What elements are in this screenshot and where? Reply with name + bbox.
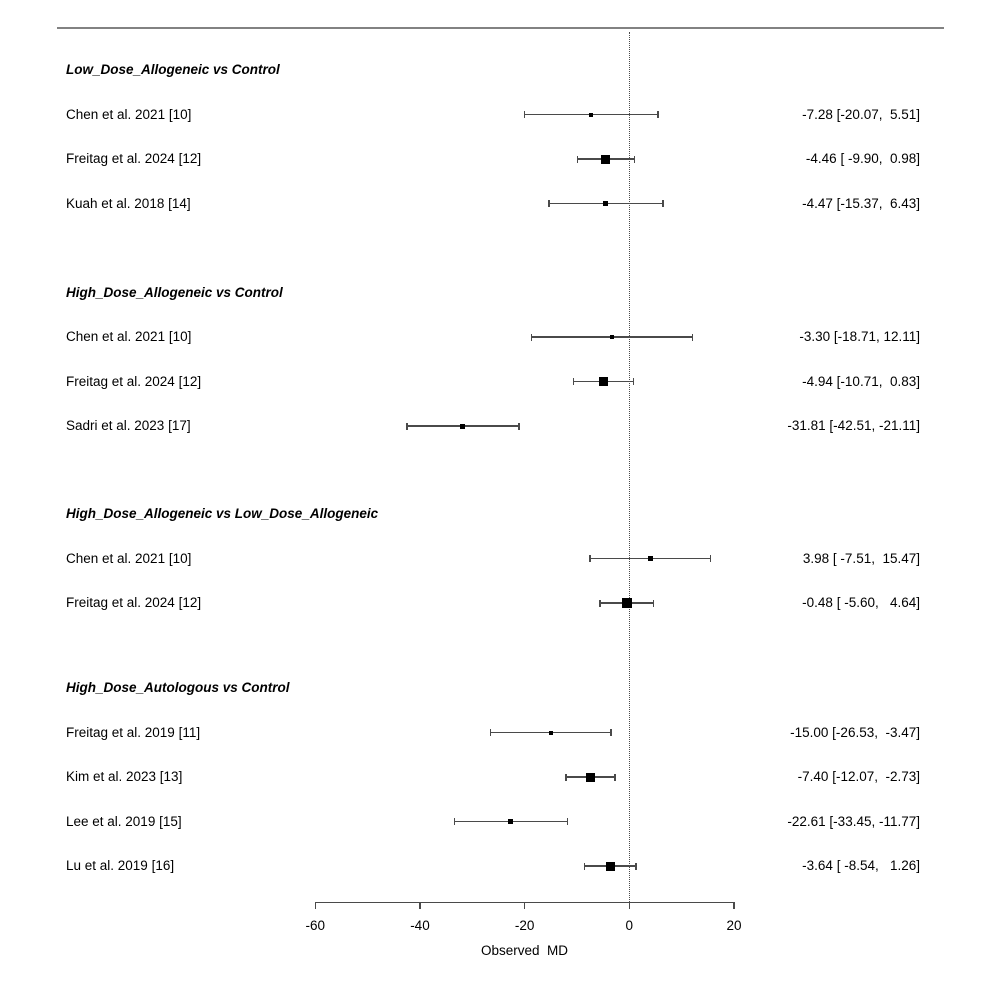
estimate-annotation: -22.61 [-33.45, -11.77] (787, 813, 920, 829)
ci-cap-left (548, 200, 550, 207)
study-label: Chen et al. 2021 [10] (66, 329, 192, 344)
ci-cap-right (610, 729, 612, 736)
study-label: Sadri et al. 2023 [17] (66, 418, 191, 433)
ci-cap-right (657, 111, 659, 118)
x-axis-tick-label: 20 (726, 918, 742, 933)
study-label: Chen et al. 2021 [10] (66, 550, 192, 566)
effect-marker (605, 861, 615, 871)
estimate-annotation: -4.94 [-10.71, 0.83] (802, 373, 920, 389)
ci-cap-left (576, 155, 579, 163)
ci-cap-left (489, 729, 492, 736)
ci-cap-right (635, 862, 637, 870)
effect-marker (647, 556, 653, 561)
study-label: Lu et al. 2019 [16] (66, 858, 175, 873)
ci-cap-left (583, 862, 586, 870)
ci-cap-right (632, 378, 635, 385)
estimate-annotation: 3.98 [ -7.51, 15.47] (802, 550, 920, 566)
x-axis-tick (314, 902, 316, 909)
study-label: Freitag et al. 2019 [11] (66, 724, 201, 740)
study-label: Chen et al. 2021 [10] (66, 106, 192, 122)
effect-marker (508, 819, 514, 824)
effect-marker (460, 423, 466, 429)
effect-marker (598, 377, 608, 386)
effect-marker (621, 598, 632, 608)
effect-marker (548, 730, 553, 735)
effect-marker (603, 201, 609, 206)
x-axis-tick-label: -40 (410, 918, 430, 933)
estimate-annotation: -15.00 [-26.53, -3.47] (790, 724, 920, 740)
ci-cap-left (599, 599, 601, 607)
study-label: Freitag et al. 2024 [12] (66, 151, 202, 166)
ci-cap-left (453, 818, 455, 825)
x-axis-tick-label: -60 (305, 918, 326, 933)
ci-cap-right (691, 333, 694, 341)
group-header: High_Dose_Allogeneic vs Low_Dose_Allogen… (66, 506, 379, 521)
ci-cap-right (567, 818, 569, 825)
study-label: Kuah et al. 2018 [14] (66, 195, 191, 211)
study-label: Freitag et al. 2024 [12] (66, 373, 202, 389)
ci-cap-right (709, 555, 711, 562)
effect-marker (610, 335, 615, 339)
ci-cap-right (652, 599, 655, 607)
effect-marker (589, 112, 594, 117)
group-header: High_Dose_Allogeneic vs Control (66, 284, 283, 300)
x-axis-tick (523, 902, 526, 909)
estimate-annotation: -0.48 [ -5.60, 4.64] (802, 595, 920, 610)
zero-reference-line (629, 32, 630, 902)
study-label: Freitag et al. 2024 [12] (66, 595, 202, 610)
study-label: Lee et al. 2019 [15] (66, 813, 182, 829)
x-axis-title: Observed MD (480, 943, 569, 958)
x-axis-tick (733, 902, 735, 909)
study-label: Kim et al. 2023 [13] (66, 769, 183, 784)
group-header: High_Dose_Autologous vs Control (66, 680, 290, 695)
ci-cap-left (572, 378, 574, 385)
ci-cap-right (662, 200, 664, 207)
ci-cap-left (406, 422, 408, 430)
estimate-annotation: -3.30 [-18.71, 12.11] (799, 329, 920, 344)
ci-cap-left (565, 773, 567, 781)
ci-cap-left (589, 555, 591, 562)
top-rule (57, 27, 944, 29)
x-axis-tick (419, 902, 421, 909)
ci-cap-right (614, 773, 616, 781)
effect-marker (586, 772, 596, 782)
group-header: Low_Dose_Allogeneic vs Control (66, 62, 280, 77)
estimate-annotation: -3.64 [ -8.54, 1.26] (802, 858, 920, 873)
x-axis-tick-label: -20 (514, 918, 535, 933)
ci-cap-left (530, 333, 533, 341)
effect-marker (601, 154, 611, 164)
estimate-annotation: -4.46 [ -9.90, 0.98] (805, 151, 920, 166)
estimate-annotation: -4.47 [-15.37, 6.43] (802, 195, 920, 211)
x-axis-tick (628, 902, 630, 909)
ci-cap-left (523, 111, 525, 118)
estimate-annotation: -7.40 [-12.07, -2.73] (797, 769, 920, 784)
estimate-annotation: -7.28 [-20.07, 5.51] (802, 106, 920, 122)
ci-cap-right (518, 422, 520, 430)
ci-cap-right (633, 155, 636, 163)
estimate-annotation: -31.81 [-42.51, -21.11] (787, 418, 920, 433)
x-axis-tick-label: 0 (625, 918, 634, 933)
